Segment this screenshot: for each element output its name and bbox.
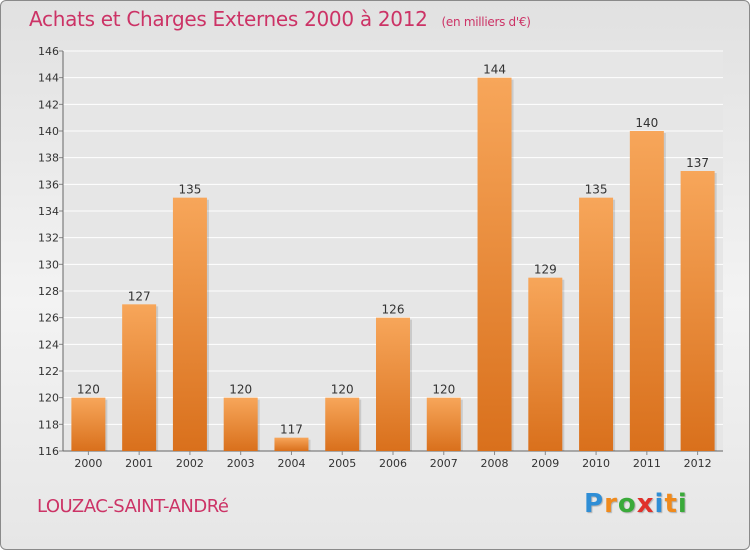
- chart-unit: (en milliers d'€): [441, 15, 531, 29]
- y-tick-label: 118: [38, 418, 59, 431]
- x-tick-label: 2003: [227, 457, 255, 470]
- x-tick-label: 2012: [684, 457, 712, 470]
- y-tick-label: 128: [38, 285, 59, 298]
- chart-title: Achats et Charges Externes 2000 à 2012: [29, 7, 428, 31]
- bar: [528, 277, 563, 451]
- x-tick-label: 2008: [481, 457, 509, 470]
- bar: [223, 397, 258, 451]
- y-tick-label: 142: [38, 98, 59, 111]
- data-label: 127: [128, 289, 151, 303]
- y-tick-label: 116: [38, 445, 59, 458]
- y-tick-label: 132: [38, 232, 59, 245]
- bar: [680, 171, 715, 451]
- bar: [629, 131, 664, 451]
- x-tick-label: 2005: [328, 457, 356, 470]
- data-label: 135: [178, 183, 201, 197]
- y-tick-label: 146: [38, 45, 59, 58]
- data-label: 135: [585, 183, 608, 197]
- data-label: 120: [77, 383, 100, 397]
- y-tick-label: 134: [38, 205, 59, 218]
- x-tick-label: 2006: [379, 457, 407, 470]
- bar: [376, 317, 410, 451]
- x-tick-label: 2002: [176, 457, 204, 470]
- x-tick-label: 2004: [277, 457, 305, 470]
- x-tick-label: 2000: [74, 457, 102, 470]
- x-tick-label: 2010: [582, 457, 610, 470]
- bar: [122, 304, 157, 451]
- y-tick-label: 144: [38, 72, 59, 85]
- logo-letter: P: [584, 489, 605, 519]
- bar: [274, 437, 309, 451]
- bar: [71, 397, 106, 451]
- bar: [426, 397, 461, 451]
- logo-letter: i: [677, 489, 688, 519]
- logo-letter: i: [654, 489, 665, 519]
- bar: [172, 197, 207, 451]
- data-label: 144: [483, 63, 506, 77]
- y-tick-label: 138: [38, 152, 59, 165]
- data-label: 120: [331, 383, 354, 397]
- x-tick-label: 2009: [531, 457, 559, 470]
- location-name: LOUZAC-SAINT-ANDRé: [37, 496, 229, 517]
- data-label: 129: [534, 263, 557, 277]
- y-tick-label: 130: [38, 258, 59, 271]
- data-label: 140: [635, 116, 658, 130]
- logo-letter: x: [636, 489, 655, 519]
- chart-title-block: Achats et Charges Externes 2000 à 2012 (e…: [29, 7, 531, 31]
- data-label: 126: [382, 303, 405, 317]
- bar: [477, 77, 512, 452]
- data-label: 117: [280, 423, 303, 437]
- bar: [325, 397, 360, 451]
- data-label: 137: [686, 156, 709, 170]
- y-tick-label: 126: [38, 312, 59, 325]
- logo-letter: r: [604, 489, 618, 519]
- proxiti-logo: Proxiti: [584, 489, 688, 519]
- y-tick-label: 136: [38, 178, 59, 191]
- bar: [579, 197, 614, 451]
- x-tick-label: 2007: [430, 457, 458, 470]
- data-label: 120: [432, 383, 455, 397]
- data-label: 120: [229, 383, 252, 397]
- logo-letter: t: [664, 489, 678, 519]
- x-tick-label: 2001: [125, 457, 153, 470]
- x-tick-label: 2011: [633, 457, 661, 470]
- y-tick-label: 140: [38, 125, 59, 138]
- y-tick-label: 124: [38, 338, 59, 351]
- logo-letter: o: [617, 489, 637, 519]
- y-tick-label: 120: [38, 392, 59, 405]
- y-tick-label: 122: [38, 365, 59, 378]
